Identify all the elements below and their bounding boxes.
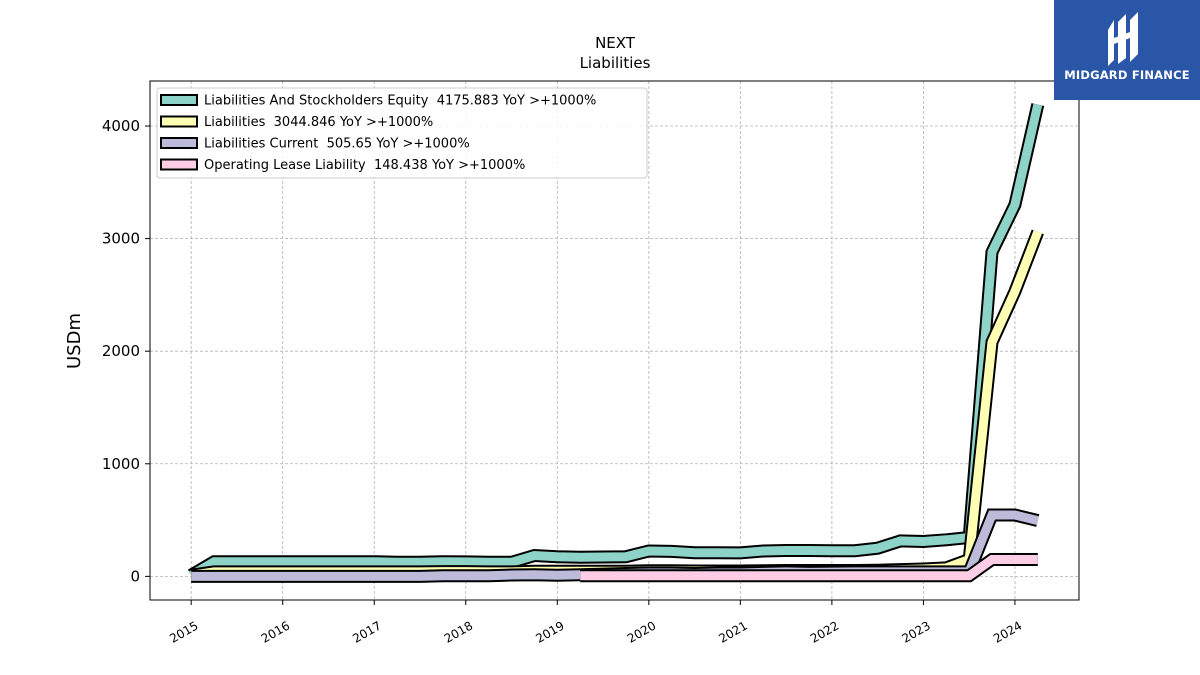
- y-tick-label: 0: [130, 567, 140, 585]
- plot-frame: [149, 80, 1080, 601]
- x-tick-label: 2024: [991, 618, 1024, 645]
- legend-entry: Liabilities 3044.846 YoY >+1000%: [204, 115, 433, 130]
- x-tick-label: 2016: [259, 618, 292, 645]
- x-tick-label: 2020: [625, 618, 658, 645]
- midgard-logo: MIDGARD FINANCE: [1054, 0, 1200, 100]
- y-tick-label: 3000: [102, 230, 140, 248]
- legend-entry: Liabilities And Stockholders Equity 4175…: [204, 94, 596, 109]
- midgard-logo-icon: [1108, 12, 1138, 66]
- y-tick-label: 2000: [102, 342, 140, 360]
- legend-entry: Operating Lease Liability 148.438 YoY >+…: [204, 158, 525, 173]
- x-tick-label: 2019: [533, 618, 566, 645]
- x-tick-label: 2015: [167, 618, 200, 645]
- legend-swatch: [160, 158, 198, 171]
- x-tick-label: 2023: [899, 618, 932, 645]
- y-tick-label: 1000: [102, 455, 140, 473]
- y-tick-label: 4000: [102, 117, 140, 135]
- y-axis-label: USDm: [64, 313, 85, 369]
- legend-swatch: [160, 137, 198, 149]
- x-tick-label: 2018: [442, 618, 475, 645]
- series-outline-1: [190, 229, 1044, 582]
- logo-text: MIDGARD FINANCE: [1064, 68, 1190, 82]
- series-line-3: [580, 555, 1038, 581]
- chart-subtitle: Liabilities: [580, 54, 651, 72]
- x-tick-label: 2017: [350, 618, 383, 645]
- legend-swatch: [160, 115, 198, 128]
- legend-swatch: [160, 94, 198, 106]
- legend-entry: Liabilities Current 505.65 YoY >+1000%: [204, 137, 470, 152]
- chart-title: NEXT: [595, 34, 636, 52]
- series-layer: [187, 103, 1045, 583]
- series-line-1: [190, 230, 1043, 580]
- legend-box: [156, 87, 648, 179]
- series-line-0: [188, 103, 1043, 580]
- x-tick-label: 2022: [808, 618, 841, 645]
- legend: Liabilities And Stockholders Equity 4175…: [156, 87, 648, 179]
- x-tick-label: 2021: [716, 618, 749, 645]
